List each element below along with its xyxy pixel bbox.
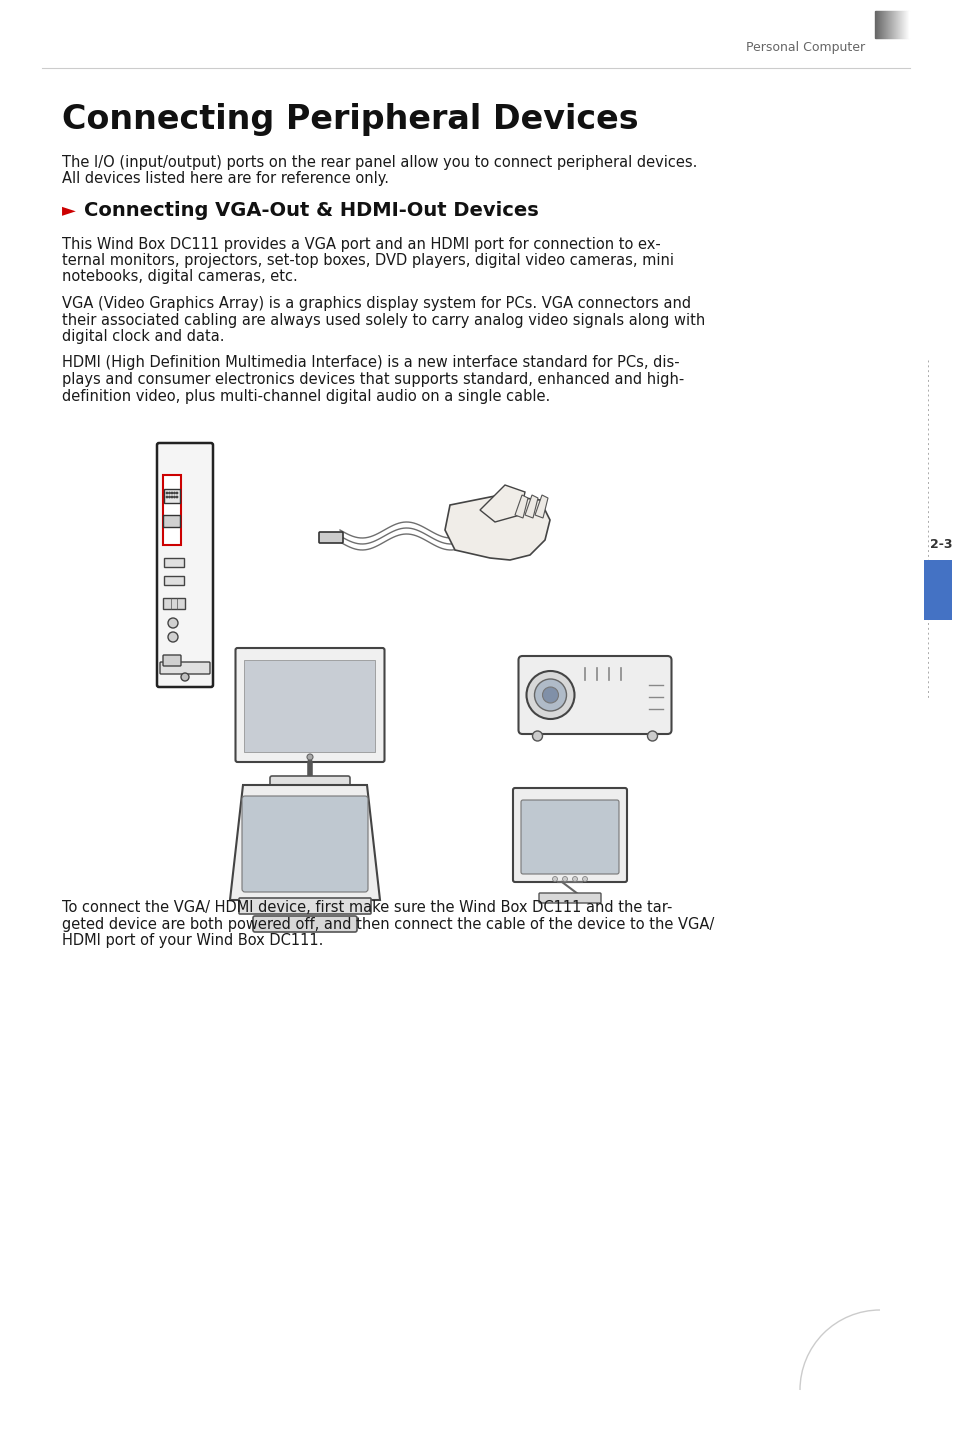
Bar — [888, 11, 889, 39]
Bar — [905, 11, 906, 39]
Text: All devices listed here are for reference only.: All devices listed here are for referenc… — [62, 172, 389, 186]
Bar — [898, 11, 899, 39]
Bar — [887, 11, 888, 39]
Text: their associated cabling are always used solely to carry analog video signals al: their associated cabling are always used… — [62, 312, 704, 328]
Bar — [886, 11, 887, 39]
Bar — [903, 11, 904, 39]
Bar — [882, 11, 883, 39]
FancyBboxPatch shape — [518, 656, 671, 735]
Circle shape — [647, 730, 657, 740]
Bar — [877, 11, 878, 39]
Bar — [164, 488, 180, 503]
FancyBboxPatch shape — [235, 649, 384, 762]
Text: Connecting VGA-Out & HDMI-Out Devices: Connecting VGA-Out & HDMI-Out Devices — [84, 200, 538, 219]
Bar — [884, 11, 885, 39]
FancyBboxPatch shape — [253, 916, 356, 932]
Bar — [906, 11, 907, 39]
Bar — [892, 11, 893, 39]
Circle shape — [542, 687, 558, 703]
Text: notebooks, digital cameras, etc.: notebooks, digital cameras, etc. — [62, 269, 297, 285]
FancyBboxPatch shape — [513, 788, 626, 882]
Circle shape — [534, 679, 566, 712]
Text: 2-3: 2-3 — [929, 538, 951, 551]
Bar — [244, 660, 375, 752]
Text: ternal monitors, projectors, set-top boxes, DVD players, digital video cameras, : ternal monitors, projectors, set-top box… — [62, 253, 673, 268]
Circle shape — [307, 755, 313, 760]
Polygon shape — [444, 495, 550, 560]
Bar — [896, 11, 897, 39]
Bar — [894, 11, 895, 39]
Text: HDMI port of your Wind Box DC111.: HDMI port of your Wind Box DC111. — [62, 934, 323, 948]
Text: HDMI (High Definition Multimedia Interface) is a new interface standard for PCs,: HDMI (High Definition Multimedia Interfa… — [62, 355, 679, 371]
Polygon shape — [515, 495, 527, 518]
Polygon shape — [524, 495, 537, 518]
FancyBboxPatch shape — [242, 796, 368, 892]
Circle shape — [181, 673, 189, 682]
Bar — [899, 11, 900, 39]
Bar — [889, 11, 890, 39]
Bar — [897, 11, 898, 39]
Bar — [901, 11, 902, 39]
Circle shape — [582, 876, 587, 882]
Bar — [163, 475, 181, 546]
Circle shape — [572, 876, 577, 882]
Polygon shape — [535, 495, 547, 518]
Bar — [904, 11, 905, 39]
FancyBboxPatch shape — [239, 898, 371, 914]
Bar — [883, 11, 884, 39]
Text: digital clock and data.: digital clock and data. — [62, 329, 224, 344]
Text: This Wind Box DC111 provides a VGA port and an HDMI port for connection to ex-: This Wind Box DC111 provides a VGA port … — [62, 236, 660, 252]
Text: The I/O (input/output) ports on the rear panel allow you to connect peripheral d: The I/O (input/output) ports on the rear… — [62, 156, 697, 170]
Bar — [163, 599, 185, 609]
FancyBboxPatch shape — [163, 654, 181, 666]
FancyBboxPatch shape — [538, 894, 600, 904]
FancyBboxPatch shape — [318, 533, 343, 543]
Bar — [902, 11, 903, 39]
Circle shape — [532, 730, 542, 740]
Bar — [885, 11, 886, 39]
Bar — [878, 11, 879, 39]
Bar — [908, 11, 909, 39]
Circle shape — [562, 876, 567, 882]
Bar — [879, 11, 880, 39]
Bar — [895, 11, 896, 39]
FancyBboxPatch shape — [160, 662, 210, 674]
Bar — [875, 11, 876, 39]
Text: To connect the VGA/ HDMI device, first make sure the Wind Box DC111 and the tar-: To connect the VGA/ HDMI device, first m… — [62, 901, 672, 915]
Bar — [893, 11, 894, 39]
Bar — [876, 11, 877, 39]
Bar — [907, 11, 908, 39]
Circle shape — [168, 632, 178, 642]
Text: Personal Computer: Personal Computer — [745, 42, 864, 54]
Bar — [900, 11, 901, 39]
Polygon shape — [479, 485, 524, 523]
FancyBboxPatch shape — [157, 442, 213, 687]
Circle shape — [526, 672, 574, 719]
Bar — [164, 558, 184, 567]
Text: definition video, plus multi-channel digital audio on a single cable.: definition video, plus multi-channel dig… — [62, 388, 550, 404]
Bar — [880, 11, 882, 39]
Bar — [891, 11, 892, 39]
Text: VGA (Video Graphics Array) is a graphics display system for PCs. VGA connectors : VGA (Video Graphics Array) is a graphics… — [62, 296, 690, 311]
FancyBboxPatch shape — [163, 516, 180, 527]
Bar — [923, 560, 951, 620]
Bar — [874, 11, 875, 39]
Bar — [890, 11, 891, 39]
FancyBboxPatch shape — [270, 776, 350, 792]
Polygon shape — [230, 785, 379, 899]
Circle shape — [168, 619, 178, 629]
Text: plays and consumer electronics devices that supports standard, enhanced and high: plays and consumer electronics devices t… — [62, 372, 683, 387]
Bar — [164, 576, 184, 586]
Text: Connecting Peripheral Devices: Connecting Peripheral Devices — [62, 103, 638, 136]
FancyBboxPatch shape — [520, 800, 618, 874]
Text: ►: ► — [62, 200, 76, 219]
Text: geted device are both powered off, and then connect the cable of the device to t: geted device are both powered off, and t… — [62, 916, 714, 932]
Circle shape — [552, 876, 557, 882]
